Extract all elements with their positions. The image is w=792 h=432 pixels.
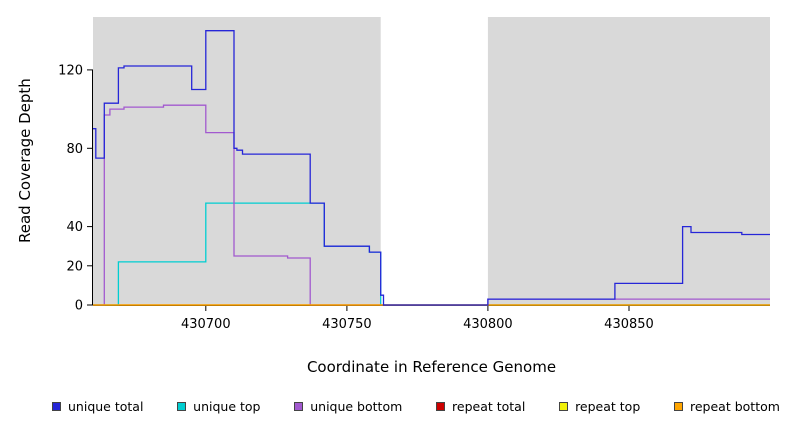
legend-swatch-icon — [52, 402, 61, 411]
gap-band — [380, 17, 488, 305]
legend-item: unique bottom — [294, 399, 402, 414]
y-tick-label: 80 — [66, 142, 83, 157]
legend-item: repeat total — [436, 399, 525, 414]
legend-label: repeat top — [575, 399, 641, 414]
series-unique-bottom — [93, 104, 770, 306]
y-axis-title: Read Coverage Depth — [16, 78, 34, 244]
legend-swatch-icon — [177, 402, 187, 411]
legend-swatch-icon — [294, 402, 304, 411]
y-tick-label: 40 — [66, 220, 83, 235]
legend-item: repeat top — [559, 399, 640, 414]
legend-label: unique total — [68, 399, 144, 414]
x-tick-label: 430800 — [463, 317, 513, 332]
legend-label: unique bottom — [310, 399, 403, 414]
x-axis-title: Coordinate in Reference Genome — [306, 358, 557, 376]
legend-label: repeat bottom — [690, 399, 780, 414]
series-unique-total — [93, 30, 770, 306]
y-tick-label: 20 — [66, 259, 83, 274]
y-tick-label: 120 — [58, 63, 83, 78]
legend-item: unique top — [177, 399, 260, 414]
legend-item: repeat bottom — [674, 399, 780, 414]
legend: unique total unique top unique bottom repea… — [52, 399, 780, 414]
legend-label: repeat total — [452, 399, 526, 414]
legend-swatch-icon — [436, 402, 446, 411]
x-tick-label: 430700 — [181, 317, 231, 332]
legend-label: unique top — [193, 399, 261, 414]
x-tick-label: 430750 — [322, 317, 372, 332]
legend-swatch-icon — [674, 402, 683, 411]
legend-swatch-icon — [559, 402, 569, 411]
y-tick-label: 0 — [75, 299, 83, 314]
legend-item: unique total — [52, 399, 143, 414]
x-tick-label: 430850 — [604, 317, 654, 332]
